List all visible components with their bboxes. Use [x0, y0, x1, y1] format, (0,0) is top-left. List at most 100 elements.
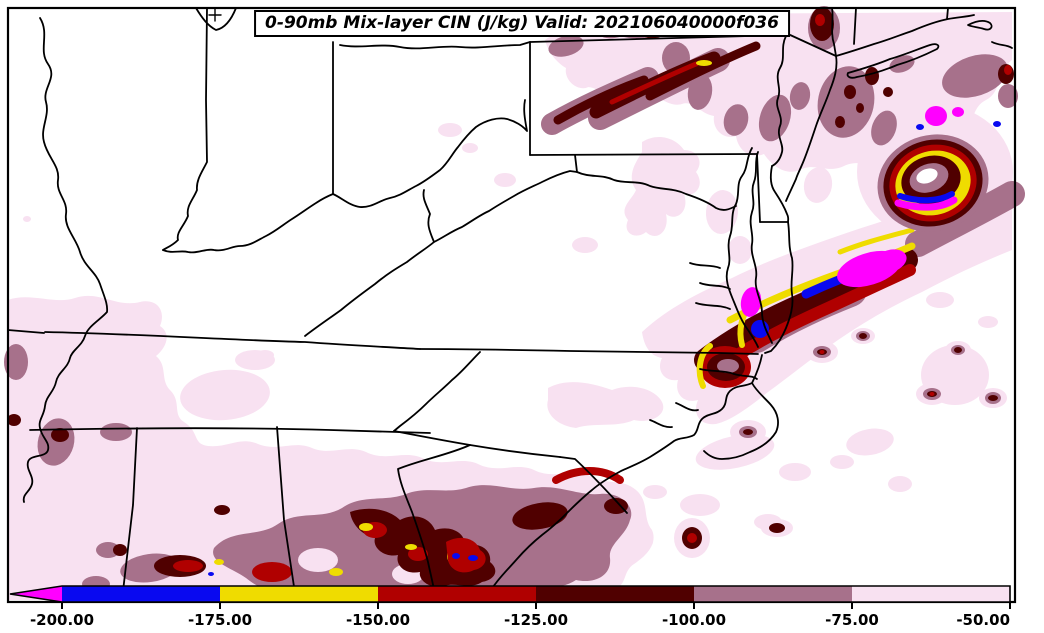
contour-region-wh [916, 168, 938, 184]
neuse-river [649, 402, 699, 429]
albemarle-sound [699, 368, 758, 380]
contour-region-pk [180, 369, 270, 421]
lake-michigan-shore [195, 7, 237, 31]
contour-region-yl [696, 60, 712, 66]
contour-region-mv [942, 54, 1008, 98]
ms-al-border [121, 427, 138, 601]
colorbar-outline [9, 585, 1011, 603]
contour-region-mr [865, 67, 879, 85]
delaware-bay-shore [769, 165, 790, 223]
contour-region-mg [894, 196, 958, 211]
contour-region-mr [769, 523, 785, 533]
contour-region-mv [687, 74, 713, 110]
nc-sc-ga-coast [479, 382, 753, 601]
delmarva-coast [764, 221, 794, 354]
contour-region-mr [954, 347, 962, 353]
colorbar-segment [378, 586, 536, 602]
contour-region-mv [96, 542, 120, 558]
colorbar: -200.00 -175.00 -150.00 -125.00 -100.00 -75.0… [9, 585, 1011, 629]
ct-coast [835, 14, 975, 57]
colorbar-tick-label: -150.00 [346, 611, 410, 629]
contour-region-mr [7, 414, 21, 426]
contour-region-pk [624, 136, 700, 236]
potomac-river [574, 154, 737, 211]
contour-region-mv [4, 344, 28, 380]
contour-region-yl [837, 227, 915, 255]
contour-region-rd [552, 467, 624, 484]
contour-region-mr [883, 87, 893, 97]
ct-ri-border [946, 7, 949, 20]
mo-ar-border [7, 329, 45, 334]
colorbar-segment [220, 586, 378, 602]
contour-region-pk [978, 316, 998, 328]
colorbar-tick-label: -75.00 [825, 611, 879, 629]
ky-va-wv-borders [304, 189, 435, 337]
contour-region-mr [859, 333, 867, 339]
contour-region-mg [952, 107, 964, 117]
delaware-river [771, 35, 787, 167]
contour-region-mr [214, 505, 230, 515]
contour-region-mr [512, 502, 568, 530]
cape-island [967, 19, 993, 31]
colorbar-tick-label: -50.00 [956, 611, 1010, 629]
mississippi-river [22, 17, 109, 503]
contour-region-rd [252, 562, 292, 582]
contour-region-mr [553, 75, 649, 125]
colorbar-tick-label: -175.00 [188, 611, 252, 629]
ga-nc-border [393, 430, 561, 458]
contour-region-mr [113, 544, 127, 556]
contour-region-pk [846, 428, 894, 456]
chesapeake-west-shore [725, 147, 759, 348]
station-marker [208, 8, 222, 22]
contour-region-pk [779, 463, 811, 481]
contour-region-rd [408, 547, 428, 561]
chesapeake-east-shore [749, 151, 773, 344]
contour-region-pk [572, 237, 598, 253]
ohio-river [162, 99, 528, 254]
lake-erie-shore [339, 41, 531, 50]
contour-region-pk [494, 173, 516, 187]
ny-nj-border [787, 33, 837, 57]
contour-region-bl [468, 555, 478, 561]
contour-region-bl [452, 553, 460, 559]
contour-region-pk [888, 476, 912, 492]
contour-region-rd [706, 264, 916, 378]
contour-region-mv [100, 423, 132, 441]
contour-region-pk [680, 494, 720, 516]
contour-region-mr [743, 429, 753, 435]
contour-region-bl [916, 124, 924, 130]
contour-region-mr [844, 85, 856, 99]
il-in-border [162, 7, 208, 251]
contour-region-yl [696, 343, 713, 389]
tn-nc-border [393, 351, 481, 432]
colorbar-tick-label: -200.00 [30, 611, 94, 629]
ny-ct-border [853, 7, 857, 45]
pa-south-border [529, 153, 758, 156]
contour-region-rd [819, 350, 825, 354]
contour-region-mg [873, 249, 907, 273]
contour-region-mr [988, 395, 998, 401]
contour-region-mv [789, 82, 811, 110]
tn-ky-border [44, 331, 421, 350]
de-west-border [756, 153, 761, 223]
contour-region-rd [815, 14, 825, 26]
title-box: 0-90mb Mix-layer CIN (J/kg) Valid: 20210… [254, 10, 790, 37]
contour-region-mv [758, 94, 792, 142]
ga-sc-border [397, 444, 471, 601]
contour-region-mv [723, 104, 749, 136]
contour-region-rd [1004, 65, 1012, 75]
contour-region-pk [462, 143, 478, 153]
contour-region-yl [405, 544, 417, 550]
contour-region-mr [51, 428, 69, 442]
contour-region-pk [705, 190, 739, 234]
contour-region-pk [235, 350, 275, 370]
contour-region-rd [929, 392, 935, 396]
contour-region-pk [547, 382, 664, 428]
contour-region-yl [359, 523, 373, 531]
contour-region-pk [623, 534, 653, 550]
contour-region-pk [830, 455, 854, 469]
va-nc-border [419, 348, 759, 355]
contour-region-pk [803, 167, 833, 203]
contour-region-pk [728, 236, 752, 264]
